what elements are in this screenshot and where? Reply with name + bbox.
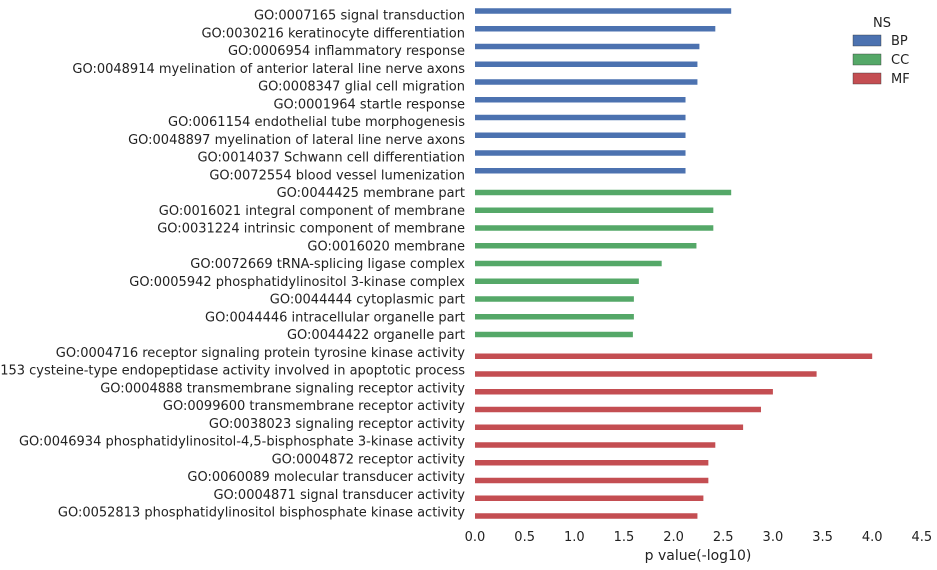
category-label: GO:0072554 blood vessel lumenization [209,168,465,183]
legend-swatch-cc [852,53,882,66]
bar-cc [475,314,634,320]
category-label: GO:0048897 myelination of lateral line n… [128,133,465,148]
category-label: GO:0044425 membrane part [277,186,465,201]
category-label: GO:0001964 startle response [273,97,465,112]
legend-swatch-mf [852,72,882,85]
legend: NS BP CC MF [852,16,910,87]
category-label: GO:0008347 glial cell migration [258,80,465,95]
category-label: GO:0044446 intracellular organelle part [205,310,465,325]
category-label: GO:0061154 endothelial tube morphogenesi… [168,115,465,130]
category-label: GO:0097153 cysteine-type endopeptidase a… [0,364,465,379]
bar-mf [475,353,873,359]
x-tick-labels-group: 0.0 0.5 1.0 1.5 2.0 2.5 3.0 3.5 4.0 4.5 [465,530,933,545]
bar-cc [475,296,634,302]
bar-mf [475,495,704,501]
bar-mf [475,460,709,466]
category-label: GO:0004871 signal transducer activity [213,488,465,503]
category-label: GO:0006954 inflammatory response [228,44,465,59]
category-label: GO:0099600 transmembrane receptor activi… [163,399,465,414]
category-label: GO:0046934 phosphatidylinositol-4,5-bisp… [19,435,465,450]
x-tick-label: 3.5 [812,530,833,545]
bar-cc [475,189,732,196]
bar-cc [475,331,633,338]
category-label: GO:0004888 transmembrane signaling recep… [100,381,465,396]
bar-cc [475,207,714,213]
bar-cc [475,243,697,249]
x-tick-label: 2.5 [713,530,734,545]
category-label: GO:0004872 receptor activity [272,452,466,467]
bar-bp [475,150,686,156]
bar-mf [475,513,698,519]
bar-bp [475,132,686,138]
bar-bp [475,97,686,103]
category-label: GO:0031224 intrinsic component of membra… [157,222,465,237]
category-label: GO:0014037 Schwann cell differentiation [197,151,465,166]
x-tick-label: 1.5 [614,530,635,545]
bar-bp [475,61,698,67]
bar-mf [475,424,744,430]
bar-cc [475,260,662,267]
category-label: GO:0016020 membrane [307,239,465,254]
category-label: GO:0005942 phosphatidylinositol 3-kinase… [129,275,465,290]
legend-entries: BP CC MF [852,34,910,87]
x-tick-label: 3.0 [763,530,784,545]
category-label: GO:0038023 signaling receptor activity [209,417,465,432]
x-tick-label: 0.5 [514,530,535,545]
category-label: GO:0044444 cytoplasmic part [270,293,465,308]
bar-mf [475,389,773,395]
bar-cc [475,278,639,284]
bar-mf [475,477,709,484]
category-label: GO:0007165 signal transduction [254,9,465,24]
legend-swatch-bp [852,34,882,47]
category-label: GO:0030216 keratinocyte differentiation [201,26,465,41]
bar-bp [475,114,686,121]
category-label: GO:0052813 phosphatidylinositol bisphosp… [58,506,465,521]
category-label: GO:0044422 organelle part [287,328,465,343]
legend-label-bp: BP [891,34,908,49]
legend-label-mf: MF [891,72,910,87]
legend-title: NS [873,16,891,31]
x-tick-label: 4.5 [912,530,933,545]
bar-mf [475,371,817,377]
x-axis-title: p value(-log10) [645,548,752,564]
bars-group [475,8,873,519]
category-label: GO:0016021 integral component of membran… [159,204,465,219]
x-tick-label: 1.0 [564,530,585,545]
bar-mf [475,406,761,413]
bar-cc [475,225,714,231]
bar-bp [475,8,732,14]
bar-bp [475,168,686,174]
bar-bp [475,79,698,85]
category-labels-group: GO:0007165 signal transduction GO:0030216… [0,9,465,521]
category-label: GO:0004716 receptor signaling protein ty… [56,346,466,361]
x-tick-label: 2.0 [663,530,684,545]
bar-mf [475,442,716,448]
bar-bp [475,26,716,32]
category-label: GO:0060089 molecular transducer activity [187,470,465,485]
x-tick-label: 0.0 [465,530,486,545]
category-label: GO:0048914 myelination of anterior later… [72,62,465,77]
legend-label-cc: CC [891,53,909,68]
bar-bp [475,43,700,50]
category-label: GO:0072669 tRNA-splicing ligase complex [190,257,465,272]
x-tick-label: 4.0 [862,530,883,545]
